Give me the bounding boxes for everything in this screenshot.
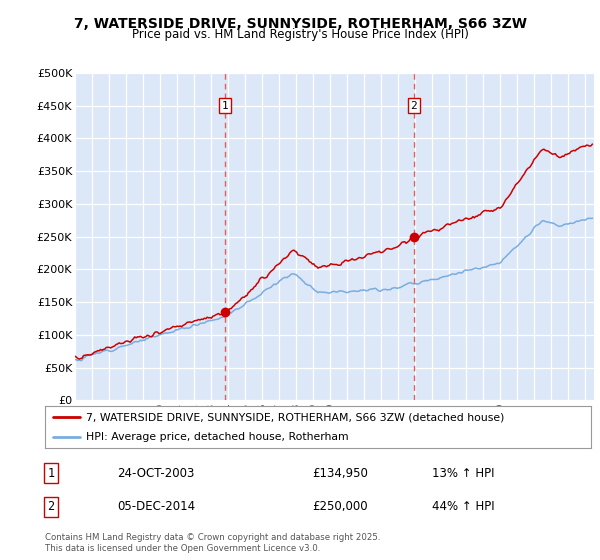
Text: 44% ↑ HPI: 44% ↑ HPI — [432, 500, 494, 514]
Text: Contains HM Land Registry data © Crown copyright and database right 2025.
This d: Contains HM Land Registry data © Crown c… — [45, 533, 380, 553]
Text: 2: 2 — [410, 101, 418, 110]
Text: 7, WATERSIDE DRIVE, SUNNYSIDE, ROTHERHAM, S66 3ZW: 7, WATERSIDE DRIVE, SUNNYSIDE, ROTHERHAM… — [74, 17, 527, 31]
Text: 1: 1 — [47, 466, 55, 480]
Text: £134,950: £134,950 — [312, 466, 368, 480]
Text: HPI: Average price, detached house, Rotherham: HPI: Average price, detached house, Roth… — [86, 432, 349, 442]
Text: 1: 1 — [221, 101, 228, 110]
Text: 24-OCT-2003: 24-OCT-2003 — [117, 466, 194, 480]
Text: 2: 2 — [47, 500, 55, 514]
Text: Price paid vs. HM Land Registry's House Price Index (HPI): Price paid vs. HM Land Registry's House … — [131, 28, 469, 41]
Text: £250,000: £250,000 — [312, 500, 368, 514]
Text: 7, WATERSIDE DRIVE, SUNNYSIDE, ROTHERHAM, S66 3ZW (detached house): 7, WATERSIDE DRIVE, SUNNYSIDE, ROTHERHAM… — [86, 412, 505, 422]
Text: 13% ↑ HPI: 13% ↑ HPI — [432, 466, 494, 480]
Text: 05-DEC-2014: 05-DEC-2014 — [117, 500, 195, 514]
